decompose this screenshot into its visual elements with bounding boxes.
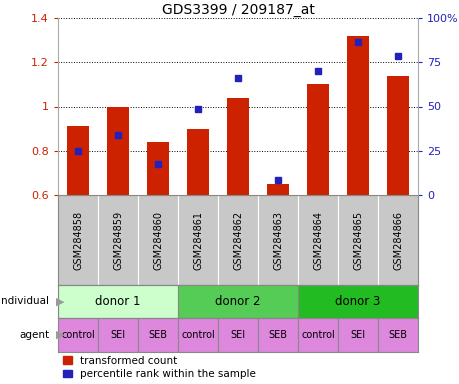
Text: SEB: SEB xyxy=(148,330,167,340)
Text: SEB: SEB xyxy=(388,330,407,340)
Bar xyxy=(306,84,328,195)
Bar xyxy=(58,318,98,352)
Text: individual: individual xyxy=(0,296,49,306)
Bar xyxy=(386,76,408,195)
Bar xyxy=(107,106,129,195)
Text: ▶: ▶ xyxy=(56,296,65,306)
Text: control: control xyxy=(181,330,214,340)
Bar xyxy=(226,98,248,195)
Text: GSM284862: GSM284862 xyxy=(233,210,242,270)
Title: GDS3399 / 209187_at: GDS3399 / 209187_at xyxy=(161,3,314,17)
Text: GSM284859: GSM284859 xyxy=(113,210,123,270)
Text: GSM284858: GSM284858 xyxy=(73,210,83,270)
Bar xyxy=(377,318,417,352)
Bar xyxy=(67,126,89,195)
Bar xyxy=(297,285,417,318)
Text: GSM284863: GSM284863 xyxy=(272,210,282,270)
Bar xyxy=(178,318,218,352)
Bar xyxy=(346,36,368,195)
Bar xyxy=(218,318,257,352)
Bar xyxy=(337,318,377,352)
Bar xyxy=(266,184,288,195)
Text: GSM284861: GSM284861 xyxy=(193,210,202,270)
Text: GSM284860: GSM284860 xyxy=(153,210,162,270)
Text: GSM284865: GSM284865 xyxy=(352,210,362,270)
Text: SEI: SEI xyxy=(230,330,245,340)
Bar xyxy=(297,318,337,352)
Bar xyxy=(138,318,178,352)
Text: SEB: SEB xyxy=(268,330,287,340)
Bar xyxy=(178,285,297,318)
Text: control: control xyxy=(301,330,334,340)
Bar xyxy=(187,129,208,195)
Bar xyxy=(58,285,178,318)
Text: donor 3: donor 3 xyxy=(335,295,380,308)
Bar xyxy=(257,318,297,352)
Text: control: control xyxy=(61,330,95,340)
Text: donor 2: donor 2 xyxy=(215,295,260,308)
Text: GSM284864: GSM284864 xyxy=(312,210,322,270)
Text: GSM284866: GSM284866 xyxy=(392,210,402,270)
Bar xyxy=(98,318,138,352)
Text: SEI: SEI xyxy=(110,330,125,340)
Bar xyxy=(147,142,168,195)
Text: SEI: SEI xyxy=(350,330,365,340)
Text: agent: agent xyxy=(19,330,49,340)
Text: donor 1: donor 1 xyxy=(95,295,140,308)
Text: ▶: ▶ xyxy=(56,330,65,340)
Legend: transformed count, percentile rank within the sample: transformed count, percentile rank withi… xyxy=(63,356,255,379)
